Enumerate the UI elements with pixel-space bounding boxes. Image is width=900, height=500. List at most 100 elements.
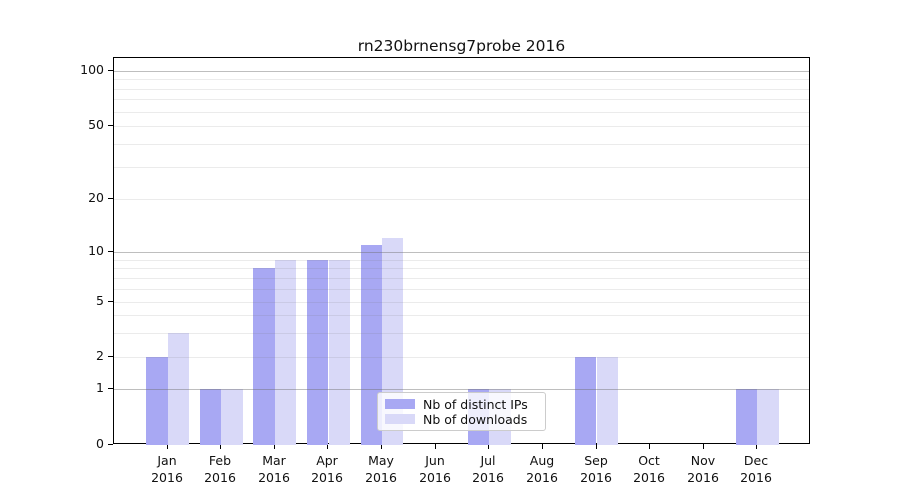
x-tick-year: 2016 <box>633 470 665 485</box>
grid-line-minor <box>114 111 809 113</box>
x-tick-mark <box>327 444 328 449</box>
bar-nb-of-distinct-ips-sep <box>575 357 597 445</box>
x-tick-mark <box>649 444 650 449</box>
chart-title: rn230brnensg7probe 2016 <box>357 37 566 55</box>
bar-nb-of-distinct-ips-may <box>360 244 382 445</box>
x-tick-mark <box>756 444 757 449</box>
bar-nb-of-distinct-ips-feb <box>199 389 222 445</box>
legend-label: Nb of distinct IPs <box>423 396 528 412</box>
y-axis-tick-label: 2 <box>96 348 104 363</box>
x-tick-month: Apr <box>316 453 338 468</box>
x-tick-month: Sep <box>584 453 608 468</box>
y-tick-mark <box>108 251 113 252</box>
y-tick-mark <box>108 70 113 71</box>
x-tick-month: Nov <box>690 453 716 468</box>
x-tick-mark <box>435 444 436 449</box>
grid-line-minor <box>114 302 809 303</box>
plot-area <box>113 57 810 445</box>
x-tick-mark <box>381 444 382 449</box>
grid-line-minor <box>114 79 809 81</box>
grid-line-minor <box>114 268 809 270</box>
bar-nb-of-distinct-ips-apr <box>307 259 329 445</box>
x-axis-tick-label: Jun 2016 <box>407 452 463 486</box>
bar-nb-of-downloads-sep <box>596 357 618 445</box>
x-tick-year: 2016 <box>151 470 183 485</box>
x-tick-month: Jul <box>480 453 496 468</box>
x-tick-year: 2016 <box>526 470 558 485</box>
legend-item: Nb of distinct IPs <box>385 396 538 412</box>
x-tick-month: Jan <box>157 453 177 468</box>
legend-swatch-distinct-ips-icon <box>385 399 415 409</box>
grid-line-minor <box>114 143 809 145</box>
legend-label: Nb of downloads <box>423 411 528 427</box>
x-tick-month: Aug <box>529 453 555 468</box>
x-tick-mark <box>703 444 704 449</box>
bar-nb-of-downloads-mar <box>274 259 297 445</box>
x-axis-tick-label: Feb 2016 <box>192 452 248 486</box>
y-tick-mark <box>108 388 113 389</box>
y-axis-tick-label: 0 <box>96 436 104 451</box>
x-axis-tick-label: Sep 2016 <box>568 452 624 486</box>
x-tick-mark <box>596 444 597 449</box>
bar-nb-of-downloads-feb <box>221 389 243 445</box>
x-tick-year: 2016 <box>687 470 719 485</box>
x-tick-mark <box>220 444 221 449</box>
x-axis-tick-label: Aug 2016 <box>514 452 570 486</box>
x-tick-month: Feb <box>208 453 232 468</box>
x-tick-mark <box>167 444 168 449</box>
y-axis-tick-label: 20 <box>88 190 104 205</box>
x-axis-tick-label: Jul 2016 <box>460 452 516 486</box>
bar-nb-of-distinct-ips-dec <box>735 389 758 445</box>
grid-line-minor <box>114 315 809 317</box>
x-axis-tick-label: Jan 2016 <box>139 452 195 486</box>
x-tick-year: 2016 <box>419 470 451 485</box>
bar-nb-of-downloads-dec <box>757 389 779 445</box>
grid-line-minor <box>114 277 809 279</box>
y-axis-tick-label: 100 <box>80 62 104 77</box>
y-tick-mark <box>108 444 113 445</box>
bar-nb-of-distinct-ips-jan <box>146 357 168 445</box>
x-tick-year: 2016 <box>472 470 504 485</box>
y-axis-tick-label: 5 <box>96 293 104 308</box>
y-tick-mark <box>108 301 113 302</box>
grid-line-minor <box>114 199 809 200</box>
legend-swatch-downloads-icon <box>385 414 415 424</box>
y-axis-tick-label: 10 <box>88 243 104 258</box>
x-tick-mark <box>542 444 543 449</box>
x-axis-tick-label: Dec 2016 <box>728 452 784 486</box>
x-tick-year: 2016 <box>258 470 290 485</box>
x-tick-year: 2016 <box>311 470 343 485</box>
grid-line-major <box>114 389 809 390</box>
x-axis-tick-label: May 2016 <box>353 452 409 486</box>
grid-line-minor <box>114 288 809 290</box>
y-tick-mark <box>108 198 113 199</box>
x-tick-month: Jun <box>425 453 445 468</box>
x-tick-year: 2016 <box>740 470 772 485</box>
x-tick-month: May <box>368 453 394 468</box>
x-tick-month: Dec <box>743 453 769 468</box>
grid-line-minor <box>114 259 809 261</box>
x-tick-month: Mar <box>262 453 286 468</box>
y-tick-mark <box>108 356 113 357</box>
grid-line-minor <box>114 166 809 168</box>
bar-nb-of-downloads-jan <box>167 332 189 445</box>
legend: Nb of distinct IPs Nb of downloads <box>377 392 546 431</box>
legend-item: Nb of downloads <box>385 411 538 427</box>
x-axis-tick-label: Nov 2016 <box>675 452 731 486</box>
grid-line-minor <box>114 88 809 90</box>
grid-line-minor <box>114 99 809 101</box>
grid-line-minor <box>114 357 809 358</box>
y-tick-mark <box>108 125 113 126</box>
x-axis-tick-label: Oct 2016 <box>621 452 677 486</box>
x-tick-year: 2016 <box>580 470 612 485</box>
x-tick-month: Oct <box>638 453 660 468</box>
grid-line-minor <box>114 332 809 334</box>
grid-line-major <box>114 252 809 253</box>
x-axis-tick-label: Apr 2016 <box>299 452 355 486</box>
grid-line-minor <box>114 126 809 127</box>
x-tick-year: 2016 <box>365 470 397 485</box>
x-tick-mark <box>274 444 275 449</box>
x-tick-mark <box>488 444 489 449</box>
bar-nb-of-downloads-apr <box>328 259 350 445</box>
